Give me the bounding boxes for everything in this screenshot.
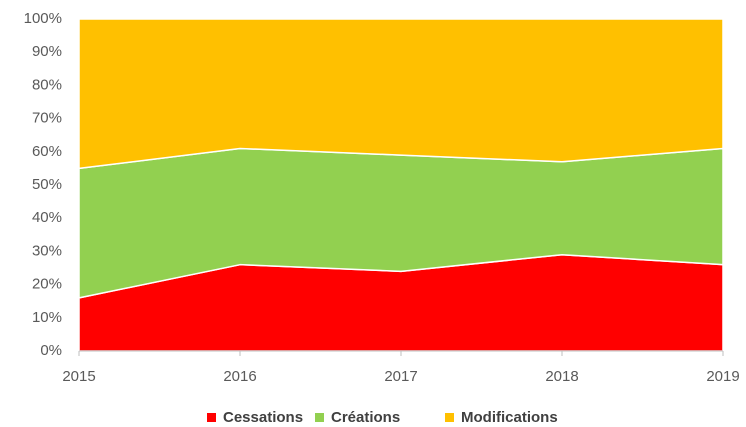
y-tick-label: 40%	[32, 209, 62, 226]
x-tick-label: 2018	[545, 368, 578, 385]
x-tick-label: 2016	[223, 368, 256, 385]
legend-label: Cessations	[223, 409, 303, 426]
y-tick-label: 60%	[32, 143, 62, 160]
y-tick-label: 30%	[32, 242, 62, 259]
y-tick-label: 70%	[32, 110, 62, 127]
x-tick-label: 2017	[384, 368, 417, 385]
legend-label: Créations	[331, 409, 400, 426]
y-tick-label: 0%	[40, 342, 62, 359]
legend-label: Modifications	[461, 409, 558, 426]
y-tick-label: 20%	[32, 276, 62, 293]
y-tick-label: 80%	[32, 76, 62, 93]
x-tick-label: 2015	[62, 368, 95, 385]
y-tick-label: 10%	[32, 309, 62, 326]
y-tick-label: 100%	[24, 10, 62, 27]
x-tick-label: 2019	[706, 368, 739, 385]
area	[78, 18, 724, 170]
legend-swatch	[445, 413, 454, 422]
legend-swatch	[315, 413, 324, 422]
y-tick-label: 50%	[32, 176, 62, 193]
legend-swatch	[207, 413, 216, 422]
y-tick-label: 90%	[32, 43, 62, 60]
